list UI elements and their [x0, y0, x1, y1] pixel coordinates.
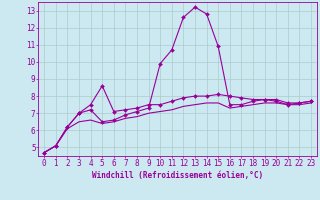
X-axis label: Windchill (Refroidissement éolien,°C): Windchill (Refroidissement éolien,°C): [92, 171, 263, 180]
